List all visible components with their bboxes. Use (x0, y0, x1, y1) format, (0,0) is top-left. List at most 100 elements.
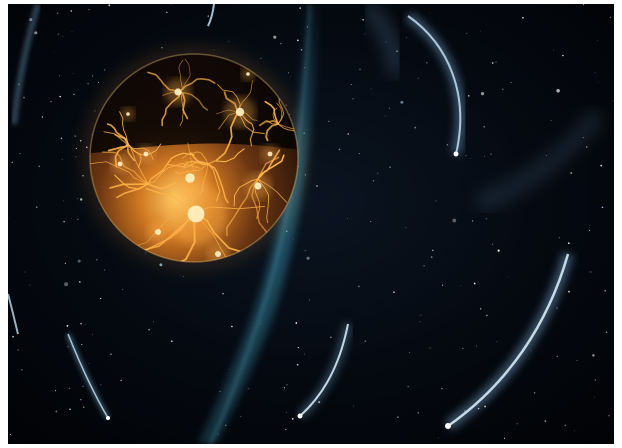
star (600, 164, 603, 167)
star (556, 307, 558, 309)
star (72, 73, 74, 74)
star (161, 46, 163, 49)
star (417, 77, 419, 79)
star (308, 299, 310, 301)
star (358, 152, 361, 155)
star (79, 139, 82, 142)
star (81, 343, 83, 346)
star (502, 88, 504, 91)
star (77, 259, 81, 263)
star (330, 336, 332, 338)
comet (207, 4, 215, 27)
comet (444, 252, 574, 431)
star (389, 166, 391, 168)
star (80, 399, 82, 401)
star (287, 72, 289, 74)
star (609, 16, 612, 19)
star (84, 324, 86, 325)
star (104, 69, 106, 71)
star (316, 185, 318, 187)
star (556, 355, 558, 357)
star (588, 229, 591, 231)
star (568, 290, 570, 293)
star (508, 276, 510, 278)
star (63, 221, 65, 223)
star (570, 172, 573, 174)
star (273, 35, 277, 39)
star (544, 420, 547, 422)
star (34, 31, 38, 35)
star (466, 32, 468, 34)
star (485, 218, 487, 220)
star (120, 379, 122, 382)
star (53, 51, 55, 53)
star (567, 242, 570, 245)
star (328, 120, 330, 122)
star (9, 434, 11, 435)
star (298, 319, 300, 321)
star (98, 81, 100, 83)
star (492, 243, 493, 245)
star (405, 37, 407, 39)
star (73, 93, 75, 96)
comet (405, 11, 466, 157)
star (364, 340, 367, 343)
star (586, 146, 588, 148)
star (11, 161, 13, 163)
star (522, 16, 524, 19)
star (608, 415, 610, 417)
star (280, 43, 282, 45)
star (604, 289, 606, 292)
star (207, 15, 210, 17)
star (55, 410, 58, 413)
star (409, 352, 411, 353)
star (303, 353, 306, 355)
star (397, 416, 399, 418)
star (393, 291, 395, 293)
comet (362, 4, 404, 75)
star (423, 265, 425, 267)
star (516, 423, 518, 425)
star (452, 218, 457, 223)
star (59, 95, 61, 98)
star (495, 61, 497, 63)
star (96, 259, 98, 261)
star (510, 81, 512, 84)
star (60, 137, 63, 139)
star (170, 4, 172, 6)
star (484, 155, 485, 157)
star (77, 218, 79, 221)
lava-glows (111, 67, 279, 262)
star (353, 405, 354, 407)
star (590, 271, 592, 273)
star (12, 336, 14, 338)
star (286, 384, 288, 386)
star (491, 62, 494, 64)
star (388, 107, 391, 110)
star (291, 418, 294, 420)
star (441, 387, 443, 390)
star (61, 158, 63, 160)
star (55, 390, 57, 392)
star (286, 412, 287, 413)
light-beam (198, 4, 318, 444)
star (295, 322, 298, 324)
star (473, 282, 476, 285)
star (260, 57, 262, 60)
star (592, 354, 595, 357)
star (490, 153, 492, 155)
star (441, 284, 444, 286)
star (359, 68, 361, 70)
star (419, 321, 421, 323)
star (564, 424, 567, 427)
star (438, 437, 440, 439)
star (24, 271, 26, 273)
star (496, 341, 498, 343)
star (420, 314, 422, 316)
star (432, 249, 434, 252)
star (70, 10, 73, 12)
star (50, 100, 52, 103)
star (110, 353, 112, 355)
star (384, 115, 386, 117)
star (228, 40, 230, 42)
